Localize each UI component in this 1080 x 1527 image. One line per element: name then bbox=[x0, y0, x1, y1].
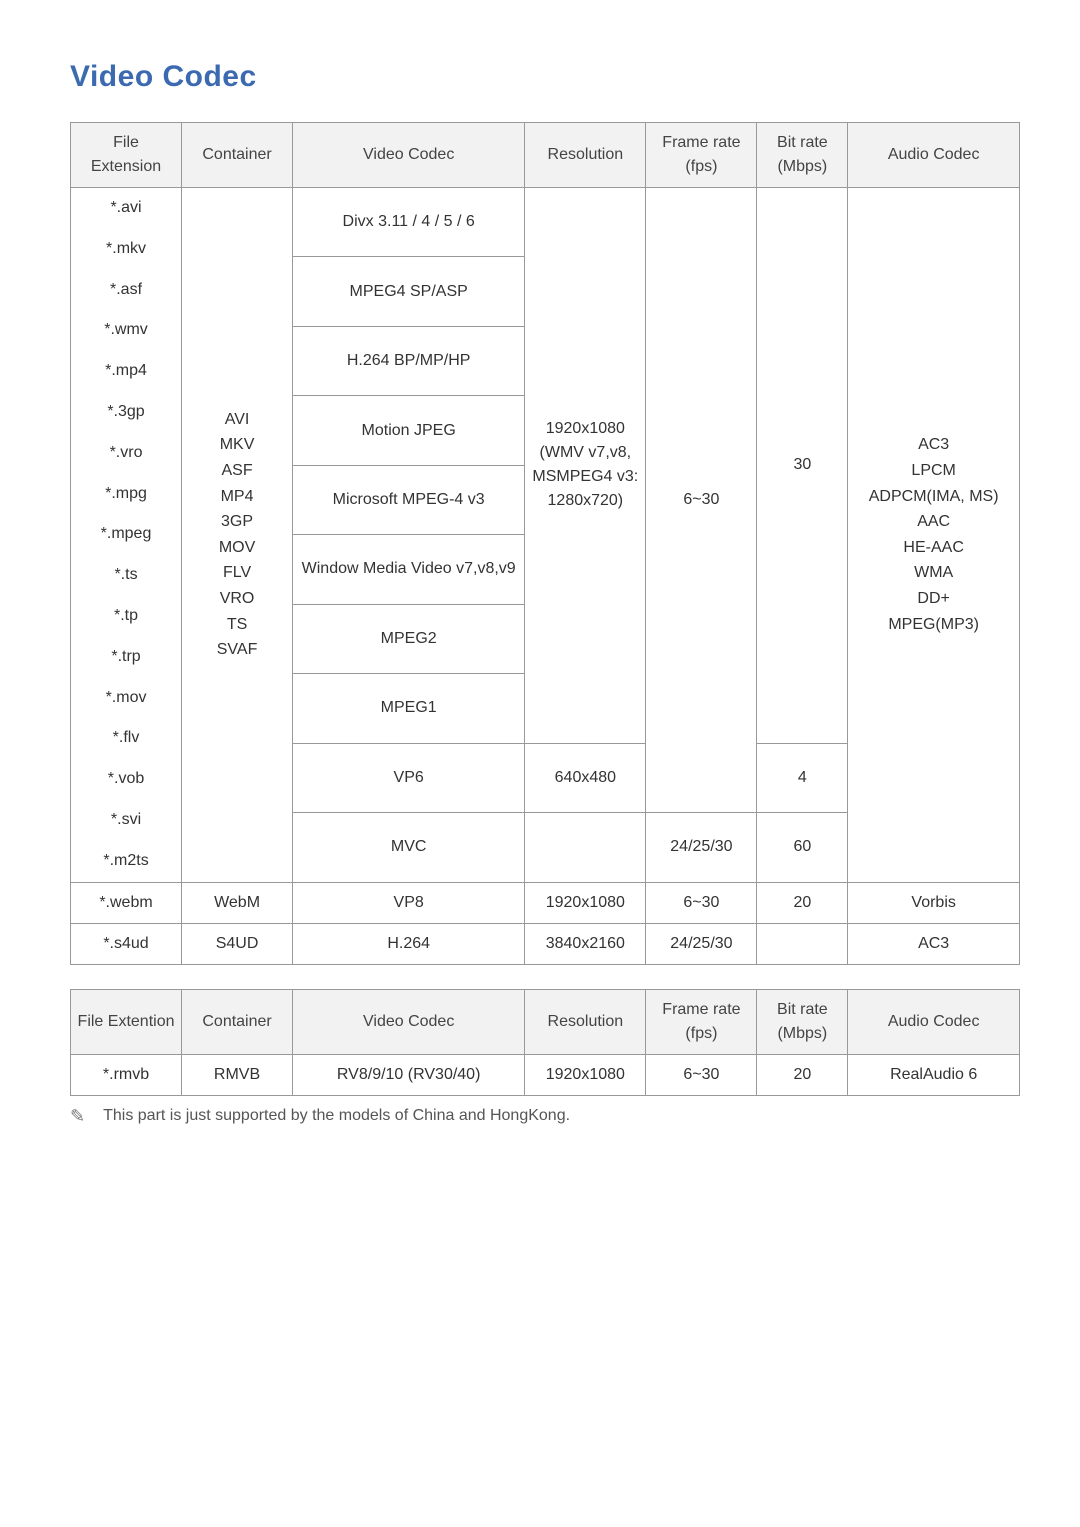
footnote: ✎ This part is just supported by the mod… bbox=[70, 1106, 1020, 1127]
acodec-cell: AC3 bbox=[848, 923, 1020, 964]
acodec-list: AC3 LPCM ADPCM(IMA, MS) AAC HE-AAC WMA D… bbox=[854, 432, 1013, 637]
video-codec-table-2: File Extention Container Video Codec Res… bbox=[70, 989, 1020, 1096]
video-codec-table: File Extension Container Video Codec Res… bbox=[70, 122, 1020, 965]
col-fps: Frame rate (fps) bbox=[646, 989, 757, 1054]
fps-cell: 6~30 bbox=[646, 1054, 757, 1095]
vcodec-cell: Divx 3.11 / 4 / 5 / 6 bbox=[293, 188, 525, 257]
vcodec-cell: H.264 BP/MP/HP bbox=[293, 326, 525, 395]
ext-cell: *.rmvb bbox=[71, 1054, 182, 1095]
bitrate-cell: 20 bbox=[757, 1054, 848, 1095]
vcodec-cell: MPEG2 bbox=[293, 604, 525, 673]
vcodec-cell: MPEG1 bbox=[293, 674, 525, 743]
vcodec-cell: MPEG4 SP/ASP bbox=[293, 257, 525, 326]
col-resolution: Resolution bbox=[525, 989, 646, 1054]
vcodec-cell: H.264 bbox=[293, 923, 525, 964]
vcodec-cell: MVC bbox=[293, 813, 525, 882]
table-header-row: File Extension Container Video Codec Res… bbox=[71, 123, 1020, 188]
fps-cell: 24/25/30 bbox=[646, 923, 757, 964]
fps-cell: 6~30 bbox=[646, 882, 757, 923]
bitrate-cell: 60 bbox=[757, 813, 848, 882]
vcodec-cell: Motion JPEG bbox=[293, 396, 525, 465]
bitrate-cell: 30 bbox=[757, 188, 848, 744]
col-ext: File Extention bbox=[71, 989, 182, 1054]
col-acodec: Audio Codec bbox=[848, 123, 1020, 188]
resolution-cell: 1920x1080 (WMV v7,v8, MSMPEG4 v3: 1280x7… bbox=[525, 188, 646, 744]
container-list: AVI MKV ASF MP4 3GP MOV FLV VRO TS SVAF bbox=[188, 407, 286, 663]
vcodec-cell: Microsoft MPEG-4 v3 bbox=[293, 465, 525, 534]
col-vcodec: Video Codec bbox=[293, 989, 525, 1054]
col-fps: Frame rate (fps) bbox=[646, 123, 757, 188]
page-title: Video Codec bbox=[70, 60, 1020, 94]
vcodec-cell: Window Media Video v7,v8,v9 bbox=[293, 535, 525, 604]
fps-cell: 6~30 bbox=[646, 188, 757, 813]
bitrate-cell: 20 bbox=[757, 882, 848, 923]
table-row: *.webm WebM VP8 1920x1080 6~30 20 Vorbis bbox=[71, 882, 1020, 923]
col-resolution: Resolution bbox=[525, 123, 646, 188]
footnote-text: This part is just supported by the model… bbox=[103, 1107, 570, 1125]
pencil-icon: ✎ bbox=[70, 1106, 85, 1127]
col-ext: File Extension bbox=[71, 123, 182, 188]
container-cell: WebM bbox=[182, 882, 293, 923]
container-cell: RMVB bbox=[182, 1054, 293, 1095]
table-row: *.s4ud S4UD H.264 3840x2160 24/25/30 AC3 bbox=[71, 923, 1020, 964]
col-container: Container bbox=[182, 123, 293, 188]
resolution-cell bbox=[525, 813, 646, 882]
col-bitrate: Bit rate (Mbps) bbox=[757, 989, 848, 1054]
table-row: *.rmvb RMVB RV8/9/10 (RV30/40) 1920x1080… bbox=[71, 1054, 1020, 1095]
bitrate-cell: 4 bbox=[757, 743, 848, 812]
ext-cell: *.s4ud bbox=[71, 923, 182, 964]
fps-cell: 24/25/30 bbox=[646, 813, 757, 882]
resolution-cell: 1920x1080 bbox=[525, 882, 646, 923]
bitrate-cell bbox=[757, 923, 848, 964]
acodec-cell: RealAudio 6 bbox=[848, 1054, 1020, 1095]
resolution-cell: 640x480 bbox=[525, 743, 646, 812]
col-vcodec: Video Codec bbox=[293, 123, 525, 188]
resolution-cell: 3840x2160 bbox=[525, 923, 646, 964]
table-header-row: File Extention Container Video Codec Res… bbox=[71, 989, 1020, 1054]
col-bitrate: Bit rate (Mbps) bbox=[757, 123, 848, 188]
ext-cell: *.webm bbox=[71, 882, 182, 923]
col-container: Container bbox=[182, 989, 293, 1054]
ext-list: *.avi *.mkv *.asf *.wmv *.mp4 *.3gp *.vr… bbox=[71, 188, 181, 882]
vcodec-cell: VP6 bbox=[293, 743, 525, 812]
resolution-cell: 1920x1080 bbox=[525, 1054, 646, 1095]
vcodec-cell: VP8 bbox=[293, 882, 525, 923]
acodec-cell: Vorbis bbox=[848, 882, 1020, 923]
vcodec-cell: RV8/9/10 (RV30/40) bbox=[293, 1054, 525, 1095]
container-cell: S4UD bbox=[182, 923, 293, 964]
col-acodec: Audio Codec bbox=[848, 989, 1020, 1054]
table-row: *.avi *.mkv *.asf *.wmv *.mp4 *.3gp *.vr… bbox=[71, 188, 1020, 257]
